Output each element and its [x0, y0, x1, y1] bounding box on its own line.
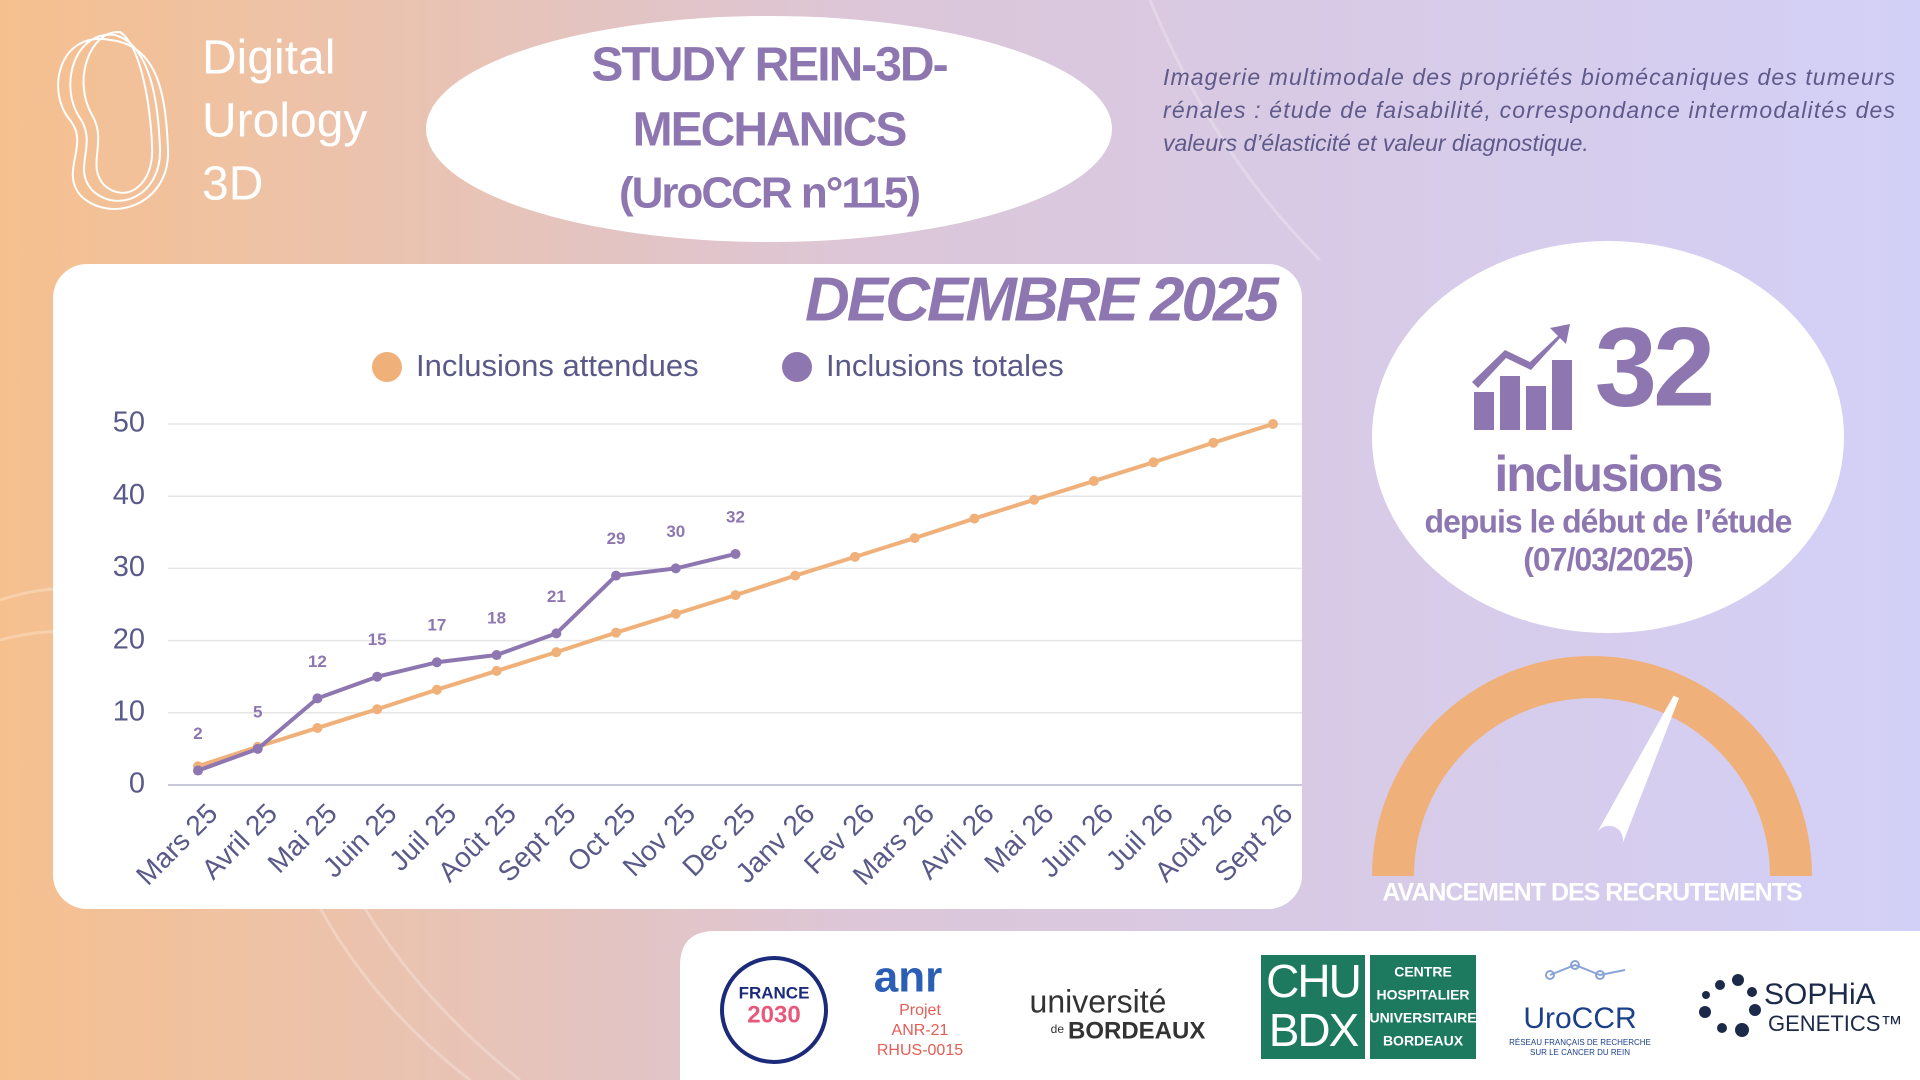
data-point: [551, 647, 562, 658]
chu-logo-text: CHU: [1266, 955, 1360, 1007]
data-label: 32: [726, 507, 745, 526]
data-label: 12: [308, 652, 327, 671]
y-tick-label: 10: [113, 695, 145, 727]
gauge-arc: [1372, 656, 1812, 876]
chu-logo: [1261, 955, 1365, 1059]
brand-text: 3D: [202, 158, 263, 211]
data-point: [969, 513, 980, 524]
anr-project: Projet: [899, 1002, 941, 1019]
data-label: 15: [368, 630, 387, 649]
description: rénales : étude de faisabilité, correspo…: [1163, 97, 1896, 123]
data-point: [1268, 419, 1278, 429]
data-point: [312, 693, 323, 704]
chu-name: UNIVERSITAIRE: [1369, 1010, 1476, 1026]
kidney-logo: [57, 30, 170, 210]
data-point: [491, 650, 502, 661]
description: Imagerie multimodale des propriétés biom…: [1163, 64, 1896, 90]
france-logo: [720, 956, 828, 1064]
brand-text: Digital: [202, 32, 335, 85]
data-label: 29: [607, 529, 626, 548]
summary-since: depuis le début de l’étude: [1425, 503, 1792, 539]
data-label: 2: [193, 724, 202, 743]
france-logo-year: 2030: [747, 1001, 800, 1028]
data-point: [1088, 476, 1099, 487]
legend-marker: [372, 352, 402, 382]
data-point: [551, 628, 562, 639]
uroccr-logo: UroCCR: [1523, 1002, 1636, 1035]
study-title: MECHANICS: [633, 104, 907, 157]
description: valeurs d’élasticité et valeur diagnosti…: [1163, 130, 1589, 156]
chart-title: DECEMBRE 2025: [805, 265, 1280, 334]
gauge-label: AVANCEMENT DES RECRUTEMENTS: [1382, 879, 1802, 907]
inclusion-count: 32: [1595, 305, 1712, 430]
data-label: 21: [547, 587, 566, 606]
data-point: [491, 665, 502, 676]
anr-project: ANR-21: [892, 1022, 949, 1039]
data-point: [431, 657, 442, 668]
chu-logo: [1370, 955, 1476, 1059]
summary-label: inclusions: [1494, 446, 1721, 502]
data-point: [1029, 494, 1040, 505]
france-logo-text: FRANCE: [739, 983, 810, 1002]
data-point: [1208, 437, 1219, 448]
y-tick-label: 0: [129, 768, 145, 800]
data-point: [670, 563, 681, 574]
data-label: 30: [666, 522, 685, 541]
data-point: [849, 551, 860, 562]
legend-label: Inclusions totales: [826, 348, 1064, 383]
data-point: [730, 548, 741, 559]
data-point: [193, 765, 203, 776]
y-tick-label: 40: [113, 479, 145, 511]
data-point: [252, 743, 263, 754]
summary-bubble: [1372, 241, 1844, 633]
sophia-icon: [1699, 974, 1761, 1037]
chart-card: [53, 264, 1302, 909]
ubx-logo: BORDEAUX: [1068, 1017, 1205, 1044]
chu-name: HOSPITALIER: [1376, 987, 1469, 1003]
anr-logo: anr: [874, 953, 942, 1002]
y-tick-label: 50: [113, 407, 145, 439]
uroccr-sub: SUR LE CANCER DU REIN: [1530, 1048, 1630, 1057]
data-label: 17: [427, 616, 446, 635]
data-point: [312, 722, 323, 733]
data-point: [909, 533, 920, 544]
uroccr-sub: RÉSEAU FRANÇAIS DE RECHERCHE: [1509, 1038, 1651, 1047]
ubx-logo: université: [1030, 983, 1167, 1019]
brand-text: Urology: [202, 95, 367, 148]
data-point: [670, 608, 681, 619]
study-title: STUDY REIN-3D-: [591, 39, 947, 92]
gauge-needle: [1596, 695, 1680, 846]
data-label: 18: [487, 609, 506, 628]
title-bubble: [426, 16, 1112, 242]
series-line: [197, 552, 736, 773]
data-label: 5: [253, 702, 262, 721]
anr-project: RHUS-0015: [877, 1042, 963, 1059]
gauge: [1596, 695, 1680, 846]
data-point: [611, 570, 622, 581]
sophia-logo: GENETICS™: [1768, 1011, 1902, 1036]
data-point: [611, 627, 622, 638]
uroccr-icon: [1545, 960, 1626, 980]
chu-name: CENTRE: [1394, 964, 1452, 980]
summary-date: (07/03/2025): [1523, 541, 1693, 577]
sophia-logo: SOPHiA: [1764, 978, 1876, 1011]
data-point: [431, 684, 442, 695]
data-point: [372, 671, 383, 682]
y-tick-label: 30: [113, 551, 145, 583]
legend-marker: [782, 352, 812, 382]
chu-logo-text: BDX: [1269, 1004, 1359, 1056]
study-title: (UroCCR n°115): [619, 169, 919, 218]
legend-label: Inclusions attendues: [416, 348, 699, 383]
data-point: [372, 704, 383, 715]
y-tick-label: 20: [113, 623, 145, 655]
ubx-logo: de: [1051, 1022, 1065, 1036]
growth-icon: [1472, 324, 1572, 430]
chu-name: BORDEAUX: [1383, 1033, 1464, 1049]
data-point: [790, 570, 801, 581]
data-point: [1148, 457, 1159, 468]
data-point: [730, 590, 741, 601]
